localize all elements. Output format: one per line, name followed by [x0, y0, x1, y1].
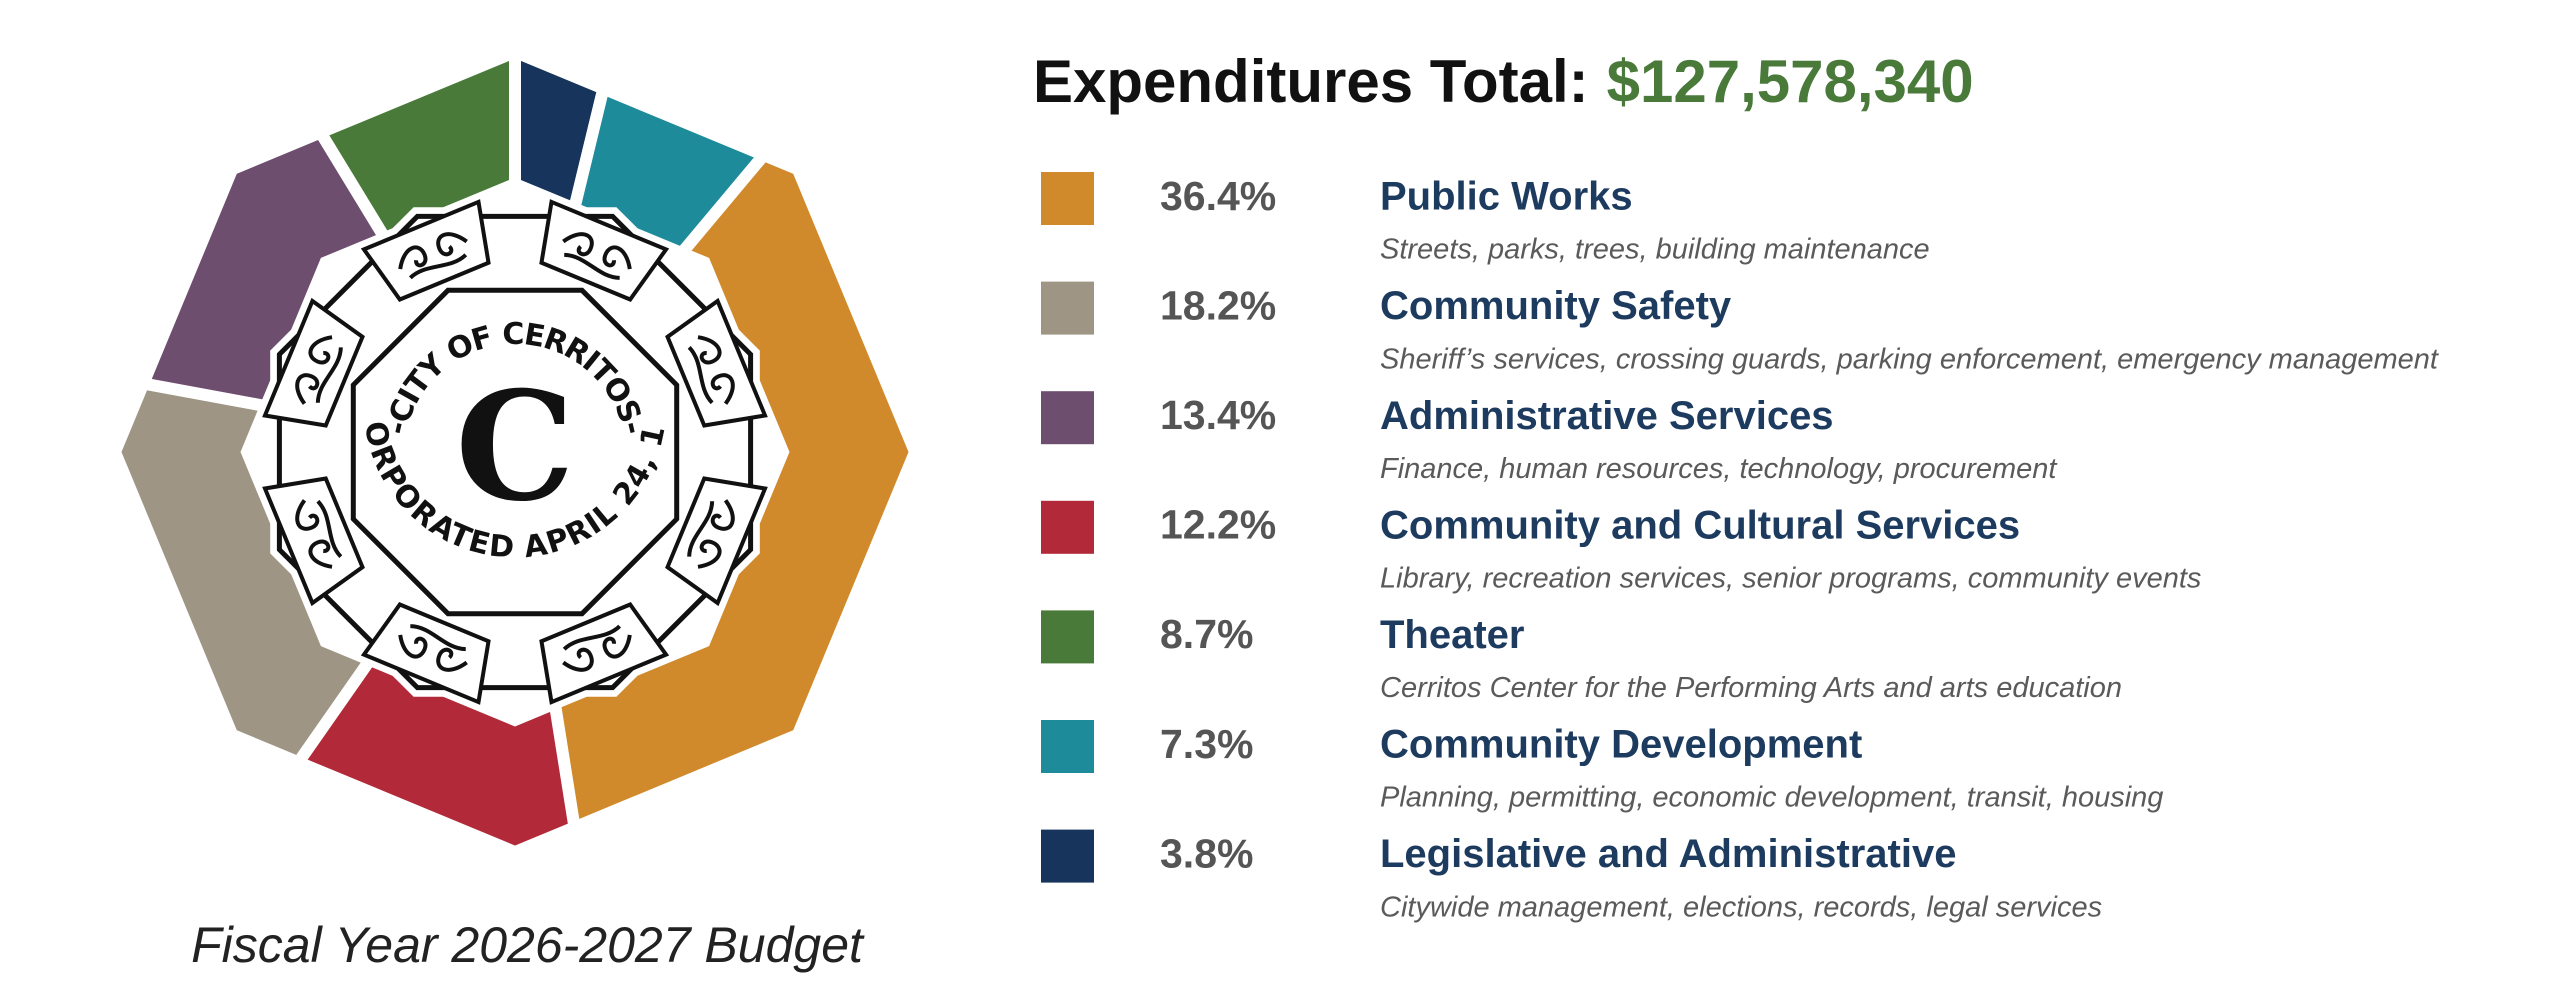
seal-inner [350, 287, 680, 617]
legend-swatch [1041, 391, 1094, 445]
legend-description: Finance, human resources, technology, pr… [1380, 453, 2058, 485]
seal-panel [360, 602, 491, 705]
legend-label: Community Safety [1380, 284, 1732, 328]
panel-swirl [687, 499, 735, 569]
value-label: 8.7% [1160, 611, 1253, 657]
panel-frame [665, 476, 768, 607]
total: $127,578,340 [1607, 48, 1974, 115]
legend-swatch [1041, 281, 1094, 335]
seal-outer [270, 207, 760, 697]
seal-panel [360, 199, 491, 302]
panel-frame [262, 476, 365, 607]
pie-segment [311, 43, 521, 246]
legend-swatch [1041, 720, 1094, 773]
seal-panel [539, 602, 670, 705]
legend-description: Cerritos Center for the Performing Arts … [1380, 672, 2122, 704]
value-label: 18.2% [1160, 282, 1276, 328]
seal-panel [262, 476, 365, 607]
legend-label: Public Works [1380, 175, 1633, 219]
panel-swirl [295, 335, 343, 405]
panel-swirl [398, 624, 468, 672]
legend-label: Administrative Services [1380, 394, 1834, 438]
legend-swatch [1041, 610, 1094, 664]
seal-letter: C [455, 359, 574, 535]
ring [108, 43, 922, 859]
panel-frame [262, 297, 365, 428]
value-label: 13.4% [1160, 392, 1276, 438]
chart-title: Expenditures Total: $127,578,340 [1033, 48, 1974, 115]
legend-description: Citywide management, elections, records,… [1380, 891, 2102, 923]
panel-frame [360, 199, 491, 302]
legend-description: Planning, permitting, economic developme… [1380, 782, 2163, 814]
legend-label: Community Development [1380, 723, 1862, 767]
seal-panel [665, 297, 768, 428]
legend-swatch [1041, 829, 1094, 883]
panel-frame [539, 199, 670, 302]
panel-swirl [562, 232, 632, 280]
value-label: 12.2% [1160, 502, 1276, 548]
value-label: 7.3% [1160, 721, 1253, 767]
panel-frame [539, 602, 670, 705]
title-text: Expenditures Total: [1033, 48, 1589, 115]
panel-frame [360, 602, 491, 705]
legend-swatch [1041, 172, 1094, 225]
legend-swatch [1041, 500, 1094, 554]
seal-panel [539, 199, 670, 302]
value-label: 36.4% [1160, 173, 1276, 219]
legend-label: Community and Cultural Services [1380, 503, 2020, 547]
panel-swirl [687, 335, 735, 405]
seal-panel [262, 297, 365, 428]
legend-description: Sheriff’s services, crossing guards, par… [1380, 343, 2440, 375]
panel-swirl [562, 624, 632, 672]
panel-frame [665, 297, 768, 428]
legend: 36.4% Public Works Streets, parks, trees, … [1041, 172, 2440, 923]
legend-label: Legislative and Administrative [1380, 832, 1956, 876]
legend-label: Theater [1380, 613, 1525, 657]
seal-panel [665, 476, 768, 607]
legend-description: Streets, parks, trees, building maintena… [1380, 234, 1930, 266]
value-label: 3.8% [1160, 830, 1253, 876]
subtitle: Fiscal Year 2026-2027 Budget [191, 917, 865, 973]
panel-swirl [398, 232, 468, 280]
legend-description: Library, recreation services, senior pro… [1380, 562, 2201, 594]
panel-swirl [295, 499, 343, 569]
